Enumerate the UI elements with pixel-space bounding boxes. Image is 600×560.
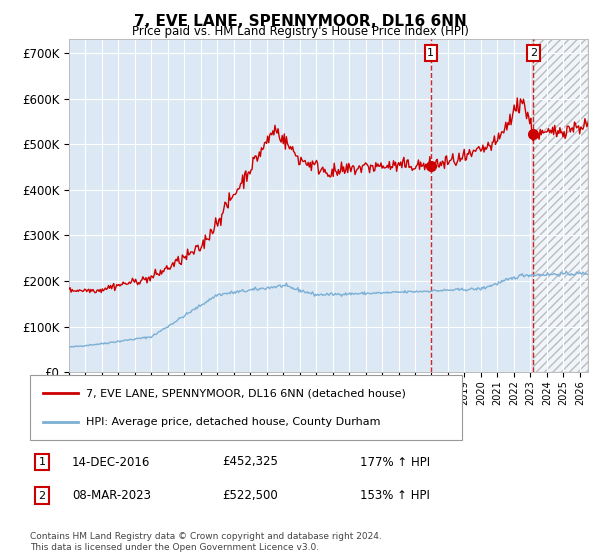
Text: £522,500: £522,500 <box>222 489 278 502</box>
Text: 2: 2 <box>38 491 46 501</box>
Text: Price paid vs. HM Land Registry's House Price Index (HPI): Price paid vs. HM Land Registry's House … <box>131 25 469 38</box>
Text: 153% ↑ HPI: 153% ↑ HPI <box>360 489 430 502</box>
Text: HPI: Average price, detached house, County Durham: HPI: Average price, detached house, Coun… <box>86 417 380 427</box>
Text: 08-MAR-2023: 08-MAR-2023 <box>72 489 151 502</box>
Text: 177% ↑ HPI: 177% ↑ HPI <box>360 455 430 469</box>
Text: 1: 1 <box>38 457 46 467</box>
Text: 7, EVE LANE, SPENNYMOOR, DL16 6NN (detached house): 7, EVE LANE, SPENNYMOOR, DL16 6NN (detac… <box>86 388 406 398</box>
Text: 14-DEC-2016: 14-DEC-2016 <box>72 455 151 469</box>
Text: 1: 1 <box>427 48 434 58</box>
FancyBboxPatch shape <box>30 375 462 440</box>
Text: £452,325: £452,325 <box>222 455 278 469</box>
Bar <box>533 39 588 372</box>
Text: 7, EVE LANE, SPENNYMOOR, DL16 6NN: 7, EVE LANE, SPENNYMOOR, DL16 6NN <box>134 14 466 29</box>
Text: Contains HM Land Registry data © Crown copyright and database right 2024.
This d: Contains HM Land Registry data © Crown c… <box>30 532 382 552</box>
Bar <box>533 39 588 372</box>
Text: 2: 2 <box>530 48 537 58</box>
